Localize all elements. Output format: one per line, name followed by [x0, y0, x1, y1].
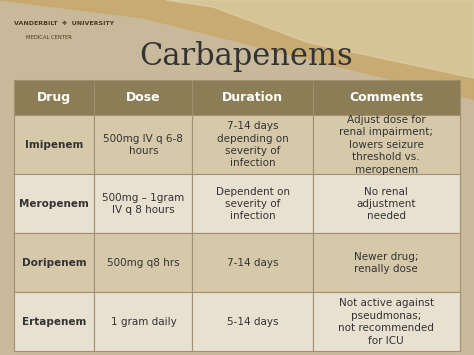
Text: Carbapenems: Carbapenems — [140, 41, 353, 72]
Bar — [192, 293, 313, 351]
Bar — [192, 234, 313, 293]
Bar — [14, 80, 94, 115]
Bar — [94, 234, 192, 293]
Bar — [94, 115, 192, 174]
Text: Duration: Duration — [222, 91, 283, 104]
Bar — [14, 234, 94, 293]
Bar — [313, 234, 460, 293]
Bar — [313, 293, 460, 351]
Text: Adjust dose for
renal impairment;
lowers seizure
threshold vs.
meropenem: Adjust dose for renal impairment; lowers… — [339, 115, 433, 175]
Text: Newer drug;
renally dose: Newer drug; renally dose — [354, 252, 419, 274]
Bar — [192, 174, 313, 234]
Text: Dose: Dose — [126, 91, 161, 104]
Bar — [313, 174, 460, 234]
Text: Comments: Comments — [349, 91, 423, 104]
Bar — [192, 115, 313, 174]
Bar — [94, 174, 192, 234]
Text: Ertapenem: Ertapenem — [22, 317, 87, 327]
Text: Drug: Drug — [37, 91, 72, 104]
Text: Doripenem: Doripenem — [22, 258, 87, 268]
Text: 500mg IV q 6-8
hours: 500mg IV q 6-8 hours — [103, 134, 183, 156]
Text: MEDICAL CENTER: MEDICAL CENTER — [26, 35, 72, 40]
Polygon shape — [166, 0, 474, 78]
Bar — [94, 80, 192, 115]
Text: Meropenem: Meropenem — [19, 199, 89, 209]
Text: 7-14 days
depending on
severity of
infection: 7-14 days depending on severity of infec… — [217, 121, 289, 169]
Text: 5-14 days: 5-14 days — [227, 317, 278, 327]
Text: Imipenem: Imipenem — [25, 140, 83, 150]
Bar — [14, 115, 94, 174]
Bar — [94, 293, 192, 351]
Text: 500mg – 1gram
IV q 8 hours: 500mg – 1gram IV q 8 hours — [102, 193, 184, 215]
Polygon shape — [0, 0, 474, 99]
Text: Not active against
pseudmonas;
not recommended
for ICU: Not active against pseudmonas; not recom… — [338, 298, 434, 345]
Bar — [313, 115, 460, 174]
Bar — [313, 80, 460, 115]
Bar — [14, 174, 94, 234]
Text: 1 gram daily: 1 gram daily — [110, 317, 176, 327]
Bar — [192, 80, 313, 115]
Text: VANDERBILT  ❖  UNIVERSITY: VANDERBILT ❖ UNIVERSITY — [14, 21, 114, 26]
Text: 500mg q8 hrs: 500mg q8 hrs — [107, 258, 180, 268]
Text: 7-14 days: 7-14 days — [227, 258, 278, 268]
Text: Dependent on
severity of
infection: Dependent on severity of infection — [216, 186, 290, 221]
Text: No renal
adjustment
needed: No renal adjustment needed — [356, 186, 416, 221]
Bar — [14, 293, 94, 351]
